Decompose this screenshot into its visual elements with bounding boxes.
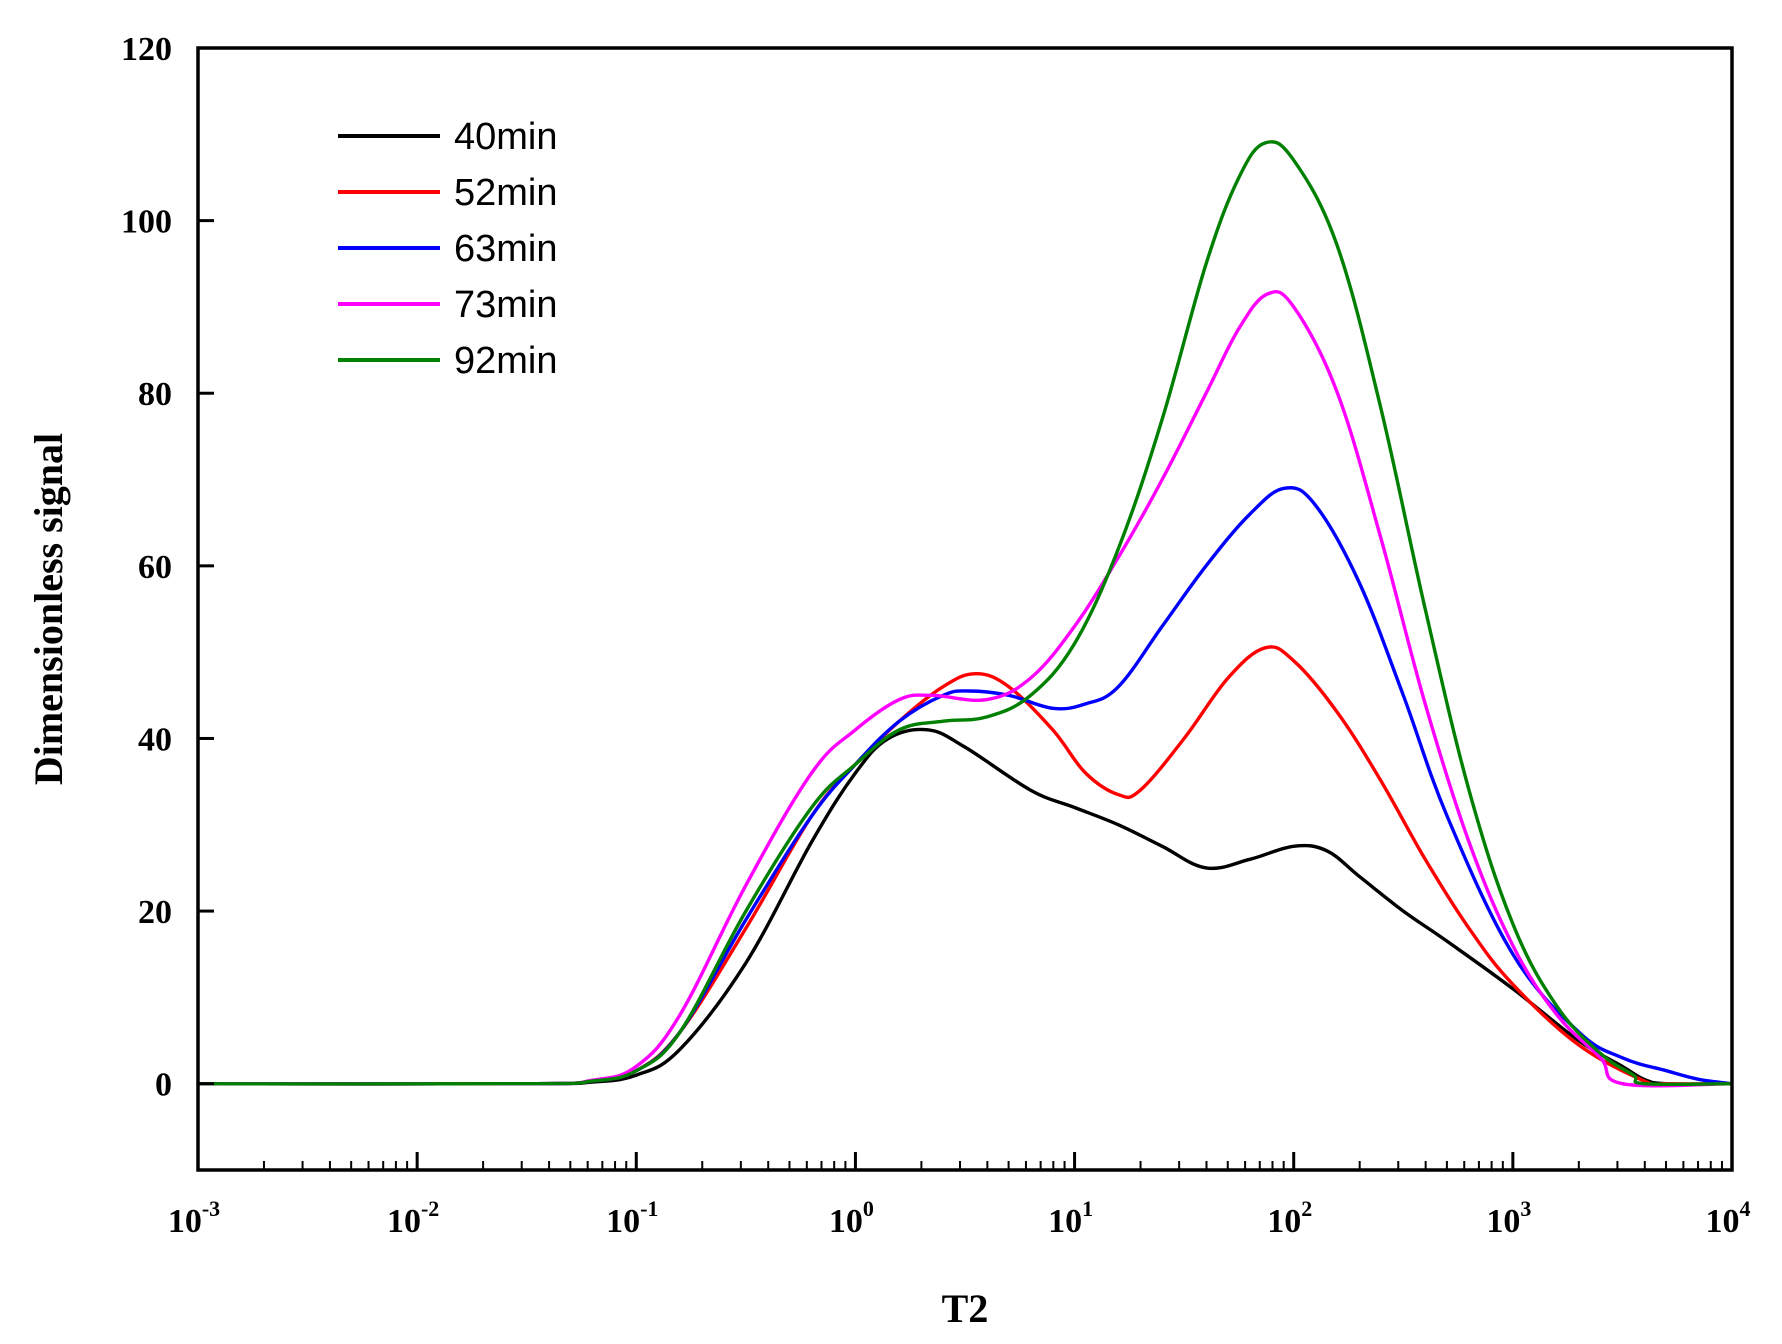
x-tick-label: 103 <box>1486 1196 1531 1240</box>
legend-label-52min: 52min <box>454 172 558 214</box>
x-tick-label-base: 10 <box>1486 1203 1520 1240</box>
x-tick-label-base: 10 <box>1267 1203 1301 1240</box>
y-tick-label: 100 <box>121 204 172 241</box>
plot-frame <box>196 46 1734 1172</box>
legend-label-92min: 92min <box>454 340 558 382</box>
x-tick-label-exponent: 0 <box>863 1196 874 1221</box>
x-tick-label-base: 10 <box>606 1203 640 1240</box>
x-tick-label-exponent: 3 <box>1520 1196 1531 1221</box>
y-axis-title: Dimensionless signal <box>26 433 71 785</box>
x-tick-label: 10-3 <box>168 1196 220 1240</box>
x-tick-label-exponent: 4 <box>1740 1196 1751 1221</box>
legend-label-73min: 73min <box>454 284 558 326</box>
y-tick-label: 60 <box>138 549 172 586</box>
series-line-73min <box>198 289 1732 1088</box>
x-tick-label: 102 <box>1267 1196 1312 1240</box>
x-tick-label: 100 <box>829 1196 874 1240</box>
x-tick-label-base: 10 <box>1048 1203 1082 1240</box>
x-tick-label-base: 10 <box>387 1203 421 1240</box>
x-tick-label-base: 10 <box>829 1203 863 1240</box>
legend-label-63min: 63min <box>454 228 558 270</box>
legend-label-40min: 40min <box>454 116 558 158</box>
y-tick-label: 40 <box>138 721 172 758</box>
y-tick-label: 120 <box>121 31 172 68</box>
series-line-92min <box>198 139 1732 1087</box>
x-tick-label-exponent: -3 <box>202 1196 220 1221</box>
x-tick-label: 10-2 <box>387 1196 439 1240</box>
x-tick-label-exponent: -1 <box>640 1196 658 1221</box>
x-axis-title: T2 <box>942 1286 989 1331</box>
y-tick-label: 80 <box>138 376 172 413</box>
x-tick-label: 10-1 <box>606 1196 658 1240</box>
legend: 40min 52min 63min 73min 92min <box>338 116 558 382</box>
x-tick-label-exponent: -2 <box>421 1196 439 1221</box>
x-tick-label: 104 <box>1706 1196 1751 1240</box>
series-layer <box>198 139 1732 1088</box>
x-tick-label-exponent: 1 <box>1082 1196 1093 1221</box>
x-tick-label-exponent: 2 <box>1301 1196 1312 1221</box>
x-tick-label: 101 <box>1048 1196 1093 1240</box>
x-tick-label-base: 10 <box>168 1203 202 1240</box>
y-tick-label: 0 <box>155 1067 172 1104</box>
y-tick-label: 20 <box>138 894 172 931</box>
x-tick-label-base: 10 <box>1706 1203 1740 1240</box>
